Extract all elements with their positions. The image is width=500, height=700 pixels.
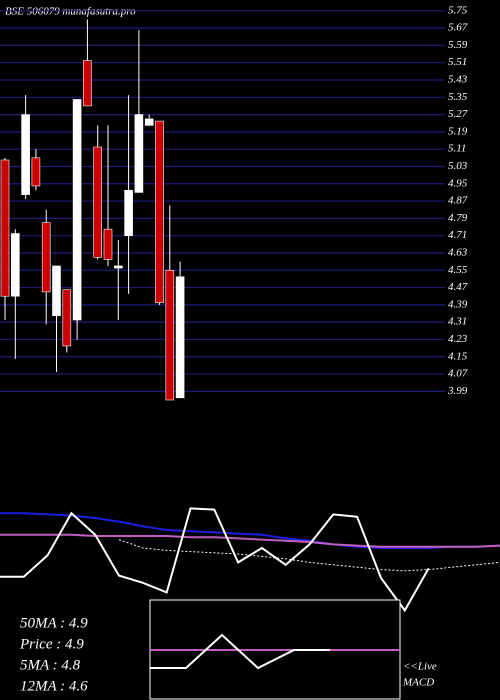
stat-label: Price : 4.9 <box>19 636 84 652</box>
y-tick-label: 5.67 <box>448 22 468 34</box>
macd-line <box>150 633 330 670</box>
y-tick-label: 4.95 <box>448 177 468 189</box>
y-tick-label: 4.07 <box>448 368 468 380</box>
stat-label: 12MA : 4.6 <box>20 678 88 694</box>
y-tick-label: 5.43 <box>448 74 468 86</box>
y-tick-label: 5.35 <box>448 91 468 103</box>
candle-body <box>0 159 10 297</box>
candle-body <box>114 265 123 269</box>
candle-body <box>155 120 164 304</box>
y-tick-label: 4.79 <box>448 212 468 224</box>
y-tick-label: 5.03 <box>448 160 468 172</box>
candle-body <box>11 233 20 297</box>
y-tick-label: 5.11 <box>448 143 466 155</box>
y-tick-label: 4.71 <box>448 229 467 241</box>
y-tick-label: 4.39 <box>448 298 468 310</box>
candle-body <box>93 146 102 258</box>
y-tick-label: 5.27 <box>448 108 468 120</box>
y-tick-label: 4.55 <box>448 264 468 276</box>
candle-body <box>103 228 113 260</box>
stat-label: 50MA : 4.9 <box>20 615 88 631</box>
y-tick-label: 5.51 <box>448 56 467 68</box>
candle-body <box>21 114 30 195</box>
indicator-line <box>0 507 430 613</box>
candle-body <box>72 99 82 321</box>
indicator-line <box>0 533 500 548</box>
y-tick-label: 5.59 <box>448 39 468 51</box>
stat-label: 5MA : 4.8 <box>20 657 81 673</box>
y-tick-label: 4.87 <box>448 195 468 207</box>
candle-body <box>41 222 51 293</box>
candle-body <box>31 157 41 187</box>
y-tick-label: 5.75 <box>448 4 468 16</box>
candle-body <box>83 60 92 107</box>
candle-body <box>134 114 144 193</box>
y-tick-label: 4.23 <box>448 333 468 345</box>
candle-body <box>62 289 72 347</box>
candle-body <box>52 265 61 316</box>
candle-body <box>165 269 175 401</box>
y-tick-label: 4.63 <box>448 247 468 259</box>
y-tick-label: 4.31 <box>448 316 467 328</box>
chart-header: BSE 506079 munafasutra.pro <box>5 6 136 18</box>
y-tick-label: 4.15 <box>448 350 468 362</box>
macd-label: MACD <box>402 677 434 689</box>
candle-body <box>144 118 154 126</box>
candle-body <box>175 276 185 399</box>
live-link[interactable]: <<Live <box>403 661 437 673</box>
y-tick-label: 5.19 <box>448 125 468 137</box>
indicator-line <box>0 512 500 549</box>
candle-body <box>124 189 133 236</box>
y-tick-label: 4.47 <box>448 281 468 293</box>
y-tick-label: 3.99 <box>447 385 468 397</box>
indicator-line <box>118 539 500 572</box>
